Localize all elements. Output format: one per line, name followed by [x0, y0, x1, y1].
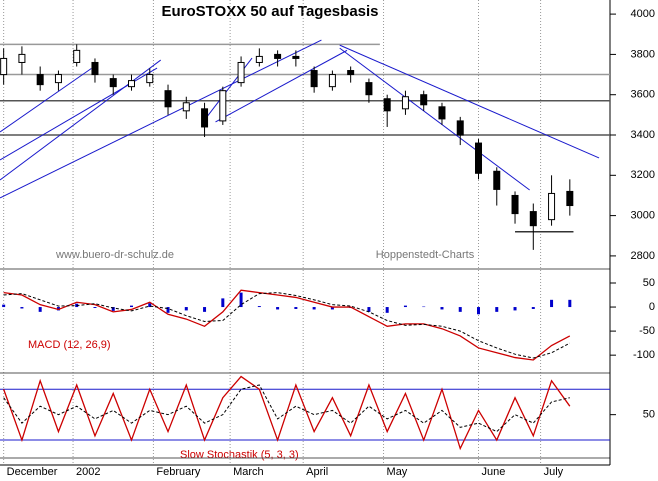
- candle-body: [219, 90, 227, 122]
- source-note: Hoppenstedt-Charts: [376, 249, 475, 261]
- histogram-bar: [166, 307, 170, 313]
- x-tick-label: May: [387, 466, 408, 478]
- candle-body: [438, 106, 446, 120]
- histogram-bar: [2, 304, 6, 308]
- y-tick-label: 50: [643, 277, 655, 289]
- candle-body: [164, 90, 172, 108]
- series-line: [3, 289, 571, 361]
- histogram-bar: [495, 307, 499, 312]
- y-tick-label: 3200: [631, 169, 655, 181]
- x-tick-label: February: [156, 466, 201, 478]
- candle-body: [36, 74, 44, 86]
- candle-body: [383, 98, 391, 112]
- candle-body: [73, 49, 81, 63]
- candle-body: [109, 78, 117, 88]
- histogram-bar: [531, 307, 535, 309]
- histogram-bar: [111, 307, 115, 311]
- candle-body: [548, 192, 556, 221]
- stochastic-label: Slow Stochastik (5, 3, 3): [180, 449, 299, 461]
- candle-body: [237, 61, 245, 84]
- candle-body: [91, 61, 99, 76]
- x-tick-label: July: [544, 466, 564, 478]
- histogram-bar: [148, 303, 152, 308]
- histogram-bar: [440, 307, 444, 310]
- trend-line: [0, 59, 162, 181]
- x-tick-label: April: [306, 466, 328, 478]
- histogram-bar: [513, 307, 517, 311]
- candle-body: [365, 82, 373, 96]
- histogram-bar: [385, 307, 389, 313]
- x-tick-label: 2002: [76, 466, 100, 478]
- y-tick-label: 2800: [631, 250, 655, 262]
- candle-body: [0, 57, 8, 76]
- histogram-bar: [276, 307, 280, 310]
- histogram-bar: [56, 307, 60, 311]
- histogram-bar: [20, 307, 24, 309]
- candle-body: [401, 96, 409, 110]
- histogram-bar: [294, 307, 298, 309]
- candle-body: [127, 80, 135, 88]
- candle-body: [420, 94, 428, 106]
- candle-body: [274, 53, 282, 59]
- histogram-bar: [550, 299, 554, 308]
- y-tick-label: 3000: [631, 210, 655, 222]
- macd-label: MACD (12, 26,9): [28, 339, 111, 351]
- candle-body: [456, 120, 464, 136]
- histogram-bar: [38, 307, 42, 312]
- y-tick-label: 50: [643, 409, 655, 421]
- histogram-bar: [239, 292, 243, 308]
- y-tick-label: -50: [639, 325, 655, 337]
- trend-line: [339, 47, 530, 191]
- y-tick-label: 4000: [631, 8, 655, 20]
- series-line: [3, 292, 571, 359]
- candle-body: [292, 55, 300, 59]
- histogram-bar: [93, 307, 97, 309]
- candle-body: [475, 142, 483, 174]
- histogram-bar: [403, 305, 407, 308]
- candle-body: [511, 194, 519, 215]
- candle-body: [182, 102, 190, 112]
- x-tick-label: December: [7, 466, 58, 478]
- y-tick-label: 3800: [631, 48, 655, 60]
- histogram-bar: [257, 306, 261, 308]
- y-tick-label: 0: [649, 301, 655, 313]
- histogram-bar: [477, 307, 481, 315]
- histogram-bar: [330, 307, 334, 310]
- candle-body: [146, 74, 154, 84]
- x-tick-label: June: [482, 466, 506, 478]
- y-tick-label: 3600: [631, 89, 655, 101]
- y-tick-label: 3400: [631, 129, 655, 141]
- candle-body: [255, 55, 263, 63]
- histogram-bar: [184, 307, 188, 311]
- x-tick-label: March: [233, 466, 264, 478]
- candle-body: [310, 70, 318, 88]
- series-line: [3, 384, 570, 433]
- trend-line: [339, 44, 600, 159]
- trend-line: [215, 49, 348, 123]
- candle-body: [54, 74, 62, 84]
- histogram-bar: [568, 299, 572, 308]
- candle-body: [201, 108, 209, 128]
- histogram-bar: [458, 307, 462, 312]
- candle-body: [529, 211, 537, 227]
- histogram-bar: [312, 307, 316, 310]
- histogram-bar: [129, 305, 133, 308]
- trend-line: [0, 68, 92, 133]
- histogram-bar: [221, 298, 225, 308]
- candle-body: [566, 190, 574, 207]
- plot-background: [0, 0, 610, 465]
- candle-body: [347, 70, 355, 76]
- candle-body: [493, 170, 501, 190]
- candle-body: [18, 53, 26, 63]
- histogram-bar: [203, 307, 207, 312]
- y-tick-label: -100: [633, 349, 655, 361]
- watermark: www.buero-dr-schulz.de: [55, 249, 174, 261]
- trend-line: [0, 39, 322, 199]
- candle-body: [328, 74, 336, 88]
- chart-title: EuroSTOXX 50 auf Tagesbasis: [161, 3, 378, 20]
- histogram-bar: [367, 307, 371, 312]
